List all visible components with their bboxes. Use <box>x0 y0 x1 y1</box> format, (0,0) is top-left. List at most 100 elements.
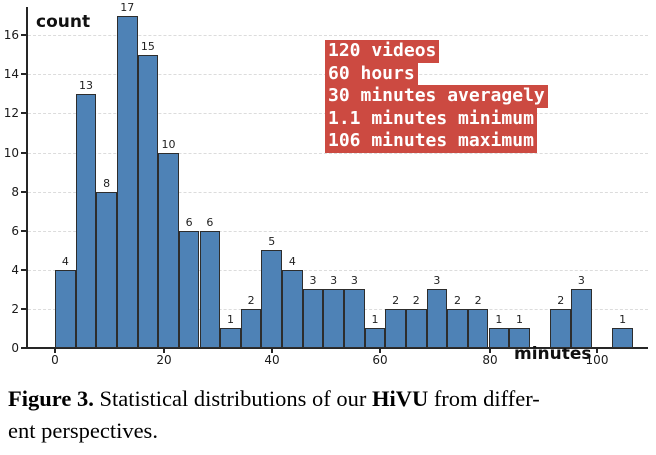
bar-value-label: 3 <box>330 274 338 288</box>
y-tick-mark <box>21 347 26 349</box>
y-tick-mark <box>21 268 26 271</box>
y-tick-label: 6 <box>11 223 19 238</box>
bar-value-label: 2 <box>474 293 482 307</box>
histogram-bar <box>612 328 633 348</box>
y-tick-label: 8 <box>11 184 19 199</box>
histogram-bar <box>261 250 283 348</box>
bar-value-label: 2 <box>557 293 565 307</box>
histogram-bar <box>302 289 324 348</box>
bar-value-label: 3 <box>577 274 585 288</box>
stats-annotation-line: 1.1 minutes minimum <box>325 107 537 131</box>
histogram-bar <box>364 328 386 348</box>
y-tick-label: 0 <box>11 341 19 355</box>
histogram-bar <box>467 308 489 348</box>
bar-value-label: 4 <box>61 254 69 268</box>
bar-value-label: 13 <box>78 78 93 92</box>
x-tick-label: 100 <box>585 353 609 367</box>
stats-annotation-line: 60 hours <box>325 62 418 86</box>
x-tick-mark <box>54 349 56 353</box>
histogram-bar <box>199 230 221 348</box>
histogram-bar <box>96 191 117 348</box>
y-tick-label: 2 <box>11 301 19 316</box>
y-tick-label: 4 <box>11 262 19 277</box>
y-tick-mark <box>21 190 26 193</box>
y-tick-mark <box>21 151 26 154</box>
stats-annotation-line: 120 videos <box>325 40 440 63</box>
histogram-bar <box>137 54 159 348</box>
bar-value-label: 2 <box>454 293 462 307</box>
bar-value-label: 1 <box>619 313 627 327</box>
caption-line: ent perspectives. <box>8 415 654 447</box>
y-tick-mark <box>21 73 26 76</box>
x-tick-mark <box>271 349 273 353</box>
histogram-bar <box>240 308 262 348</box>
histogram-bar <box>426 289 448 348</box>
y-tick-label: 16 <box>3 28 19 43</box>
y-gridline <box>28 230 648 232</box>
x-tick-label: 60 <box>372 353 388 367</box>
y-tick-label: 14 <box>3 67 19 82</box>
caption-bold-text: Figure 3. <box>8 386 94 411</box>
y-gridline <box>28 35 648 37</box>
bar-value-label: 2 <box>247 293 255 307</box>
histogram-bar <box>116 15 138 348</box>
histogram-bar <box>344 289 365 348</box>
histogram-bar <box>220 328 241 348</box>
x-tick-label: 40 <box>264 353 280 367</box>
y-gridline <box>28 269 648 271</box>
histogram-bar <box>550 308 572 348</box>
y-axis-title: count <box>36 12 91 32</box>
bar-value-label: 3 <box>433 274 441 288</box>
caption-line: Figure 3. Statistical distributions of o… <box>8 383 654 415</box>
bar-value-label: 2 <box>392 293 400 307</box>
bar-value-label: 10 <box>161 137 176 151</box>
caption-bold-text: HiVU <box>371 386 429 411</box>
stats-annotation-line: 30 minutes averagely <box>325 85 548 108</box>
y-tick-mark <box>21 112 26 115</box>
bar-value-label: 1 <box>371 313 379 327</box>
x-tick-label: 0 <box>51 353 59 367</box>
y-gridline <box>28 152 648 154</box>
bar-value-label: 1 <box>515 313 523 327</box>
histogram-bar <box>282 269 303 348</box>
x-tick-mark <box>489 349 491 353</box>
bar-value-label: 5 <box>268 235 276 249</box>
histogram-bar <box>385 308 406 348</box>
bar-value-label: 6 <box>185 215 193 229</box>
histogram-bar <box>447 308 468 348</box>
histogram-bars <box>55 0 633 348</box>
histogram-bar <box>158 152 179 348</box>
bar-value-label: 6 <box>206 215 214 229</box>
bar-value-label: 4 <box>288 254 296 268</box>
y-tick-label: 12 <box>3 106 19 121</box>
stats-annotation-line: 106 minutes maximum <box>325 130 537 153</box>
caption-text: Statistical distributions of our <box>93 386 372 411</box>
histogram-bar <box>75 93 97 348</box>
stats-annotation: 120 videos 60 hours 30 minutes averagely 1.… <box>325 40 548 153</box>
x-axis-line <box>26 347 648 349</box>
x-axis-title: minutes <box>514 344 592 364</box>
bar-value-label: 3 <box>350 274 358 288</box>
bar-value-label: 17 <box>120 0 135 14</box>
histogram-bar <box>323 289 344 348</box>
y-tick-mark <box>21 307 26 310</box>
histogram-bar <box>178 230 200 348</box>
y-gridline <box>28 191 648 193</box>
bar-value-label: 1 <box>495 313 503 327</box>
histogram-bar <box>488 328 510 348</box>
y-tick-mark <box>21 34 26 37</box>
x-tick-label: 80 <box>482 353 498 367</box>
caption-text: from differ- <box>428 386 540 411</box>
x-tick-mark <box>163 349 165 353</box>
bar-value-label: 3 <box>309 274 317 288</box>
y-tick-label: 10 <box>3 145 19 160</box>
y-axis-line <box>26 7 28 348</box>
x-tick-mark <box>596 349 598 353</box>
bar-value-label: 15 <box>140 39 155 53</box>
y-tick-mark <box>21 229 26 232</box>
histogram-chart: count 0 2 4 6 8 10 12 14 16 4 13 8 17 15 10 6 6 1 2 5 4 3 3 3 1… <box>3 0 648 367</box>
bar-value-label: 2 <box>412 293 420 307</box>
bar-value-label: 1 <box>226 313 234 327</box>
bar-value-label: 8 <box>103 176 111 190</box>
